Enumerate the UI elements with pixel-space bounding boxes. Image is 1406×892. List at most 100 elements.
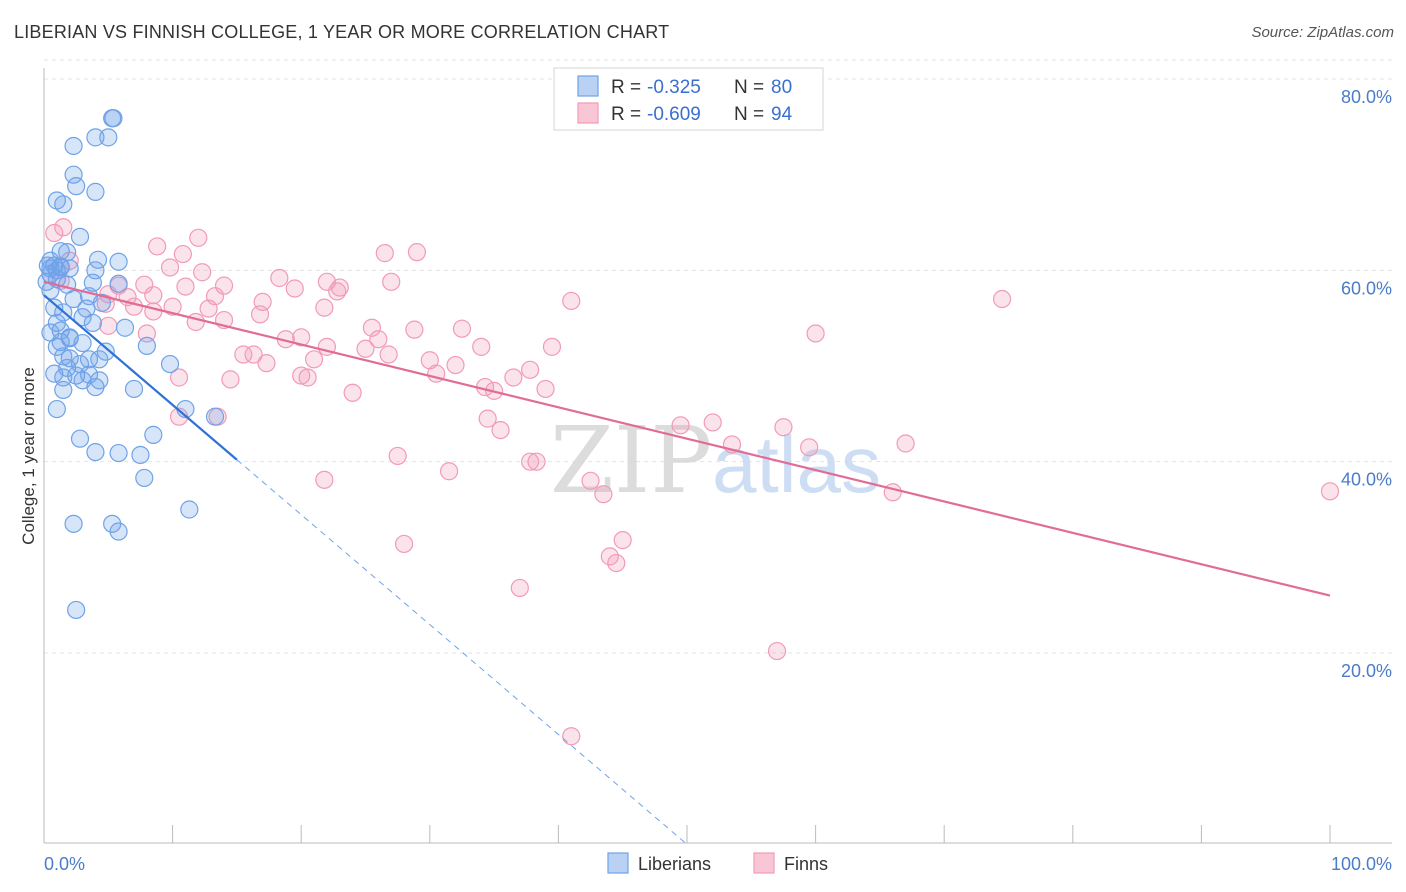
legend-n-label-finns: N = xyxy=(734,104,764,125)
liberians-point-64 xyxy=(70,429,90,448)
liberians-point-65 xyxy=(86,443,105,462)
finns-point-33 xyxy=(992,289,1012,309)
finns-point-53 xyxy=(304,350,324,369)
liberians-point-43 xyxy=(137,336,156,356)
finns-point-66 xyxy=(343,383,362,402)
finns-point-86 xyxy=(1320,482,1340,501)
finns-points xyxy=(45,218,1340,746)
liberians-point-54 xyxy=(54,368,73,387)
finns-point-87 xyxy=(394,534,414,554)
legend-n-value-finns: 94 xyxy=(771,104,793,125)
liberians-point-41 xyxy=(47,337,66,356)
liberians-point-47 xyxy=(90,350,109,369)
finns-point-1 xyxy=(54,218,73,237)
liberians-point-4 xyxy=(64,136,83,156)
liberians-point-60 xyxy=(47,399,66,419)
grid-lines xyxy=(44,59,1392,654)
finns-point-73 xyxy=(703,413,722,432)
legend-r-label-liberians: R = xyxy=(611,77,641,98)
finns-point-92 xyxy=(767,641,787,661)
finns-point-77 xyxy=(896,434,915,453)
y-tick-label-40: 40.0% xyxy=(1341,470,1392,490)
liberians-point-66 xyxy=(109,443,128,463)
finns-point-27 xyxy=(124,297,144,316)
legend-r-value-liberians: -0.325 xyxy=(647,77,701,98)
finns-point-0 xyxy=(45,223,64,243)
liberians-point-77 xyxy=(58,275,77,294)
finns-point-48 xyxy=(472,337,491,356)
finns-point-84 xyxy=(594,485,613,504)
finns-point-89 xyxy=(600,547,619,566)
finns-point-55 xyxy=(257,354,276,373)
legend-box: R = -0.325 N = 80 R = -0.609 N = 94 xyxy=(553,67,824,131)
finns-point-10 xyxy=(270,268,289,288)
finns-point-49 xyxy=(542,337,562,356)
liberians-point-5 xyxy=(64,165,83,184)
liberians-point-32 xyxy=(73,308,92,327)
legend-swatch-liberians xyxy=(577,75,599,97)
liberians-point-1 xyxy=(104,109,123,128)
finns-point-38 xyxy=(362,318,382,337)
finns-point-3 xyxy=(173,244,192,264)
finns-point-56 xyxy=(446,355,465,375)
finns-point-24 xyxy=(328,282,347,301)
finns-point-9 xyxy=(193,263,212,282)
chart-title: LIBERIAN VS FINNISH COLLEGE, 1 YEAR OR M… xyxy=(14,22,670,42)
finns-point-81 xyxy=(439,462,459,481)
finns-point-4 xyxy=(189,228,208,247)
finns-point-90 xyxy=(607,553,626,573)
legend-r-label-finns: R = xyxy=(611,104,641,125)
liberians-point-50 xyxy=(160,354,180,374)
finns-point-88 xyxy=(613,531,632,550)
liberians-point-79 xyxy=(60,328,79,347)
y-tick-label-80: 80.0% xyxy=(1341,87,1392,107)
liberians-point-3 xyxy=(99,128,118,147)
liberians-trend-extension xyxy=(236,459,688,845)
finns-point-2 xyxy=(148,237,167,256)
finns-point-8 xyxy=(160,258,180,277)
finns-point-41 xyxy=(806,324,825,343)
finns-point-51 xyxy=(244,345,263,364)
y-axis-label: College, 1 year or more xyxy=(19,367,38,545)
finns-point-21 xyxy=(144,286,163,305)
liberians-point-10 xyxy=(70,227,90,246)
liberians-point-58 xyxy=(54,380,73,400)
finns-point-79 xyxy=(521,452,540,471)
liberians-point-7 xyxy=(86,182,105,201)
y-tick-label-60: 60.0% xyxy=(1341,278,1392,298)
x-tick-label-0: 0.0% xyxy=(44,854,85,874)
finns-point-59 xyxy=(521,360,540,379)
finns-point-39 xyxy=(405,320,424,339)
liberians-point-62 xyxy=(205,407,225,426)
liberians-point-13 xyxy=(88,250,108,269)
liberians-point-59 xyxy=(124,379,144,399)
liberians-point-78 xyxy=(77,299,96,318)
finns-point-31 xyxy=(315,298,334,317)
finns-point-42 xyxy=(137,324,156,343)
finns-trend-line xyxy=(43,280,1331,597)
legend-r-value-finns: -0.609 xyxy=(647,104,701,125)
liberians-point-51 xyxy=(45,364,64,383)
finns-point-82 xyxy=(315,470,334,489)
finns-point-29 xyxy=(199,299,218,318)
finns-point-76 xyxy=(800,438,819,457)
liberians-trend-line xyxy=(43,294,238,461)
liberians-points xyxy=(37,109,225,620)
finns-point-44 xyxy=(292,328,311,347)
liberians-point-26 xyxy=(41,281,60,300)
finns-point-34 xyxy=(144,302,163,321)
finns-point-40 xyxy=(452,319,472,338)
trend-lines xyxy=(43,280,1331,845)
liberians-point-57 xyxy=(86,377,105,397)
liberians-point-44 xyxy=(54,347,73,366)
liberians-point-63 xyxy=(144,425,163,444)
liberians-point-68 xyxy=(135,468,154,488)
finns-point-78 xyxy=(388,446,407,466)
finns-point-30 xyxy=(250,305,270,324)
liberians-point-67 xyxy=(131,445,150,465)
y-tick-label-20: 20.0% xyxy=(1341,661,1392,681)
x-tick-label-100: 100.0% xyxy=(1331,854,1392,874)
finns-point-35 xyxy=(186,312,205,332)
finns-point-74 xyxy=(774,418,793,437)
finns-point-17 xyxy=(176,277,195,296)
